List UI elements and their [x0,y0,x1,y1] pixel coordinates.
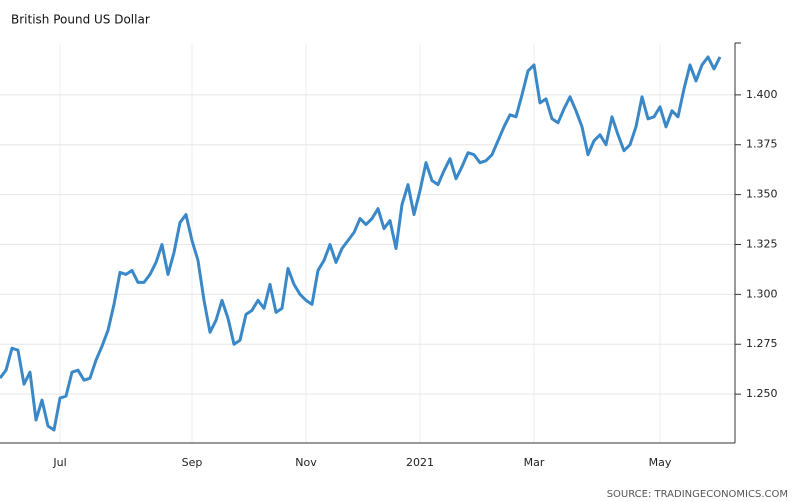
price-line [0,55,722,432]
x-tick-label: May [649,456,672,469]
y-tick-label: 1.275 [746,337,778,350]
y-tick-label: 1.375 [746,138,778,151]
x-tick-label: Jul [52,456,66,469]
x-tick-label: Nov [295,456,317,469]
x-tick-label: Mar [524,456,545,469]
y-tick-label: 1.325 [746,237,778,250]
y-tick-label: 1.250 [746,387,778,400]
x-tick-label: 2021 [406,456,434,469]
y-tick-label: 1.300 [746,287,778,300]
x-tick-label: Sep [182,456,203,469]
chart-title: British Pound US Dollar [11,13,150,27]
y-tick-label: 1.350 [746,188,778,201]
source-note: SOURCE: TRADINGECONOMICS.COM [607,489,788,500]
y-tick-label: 1.400 [746,88,778,101]
